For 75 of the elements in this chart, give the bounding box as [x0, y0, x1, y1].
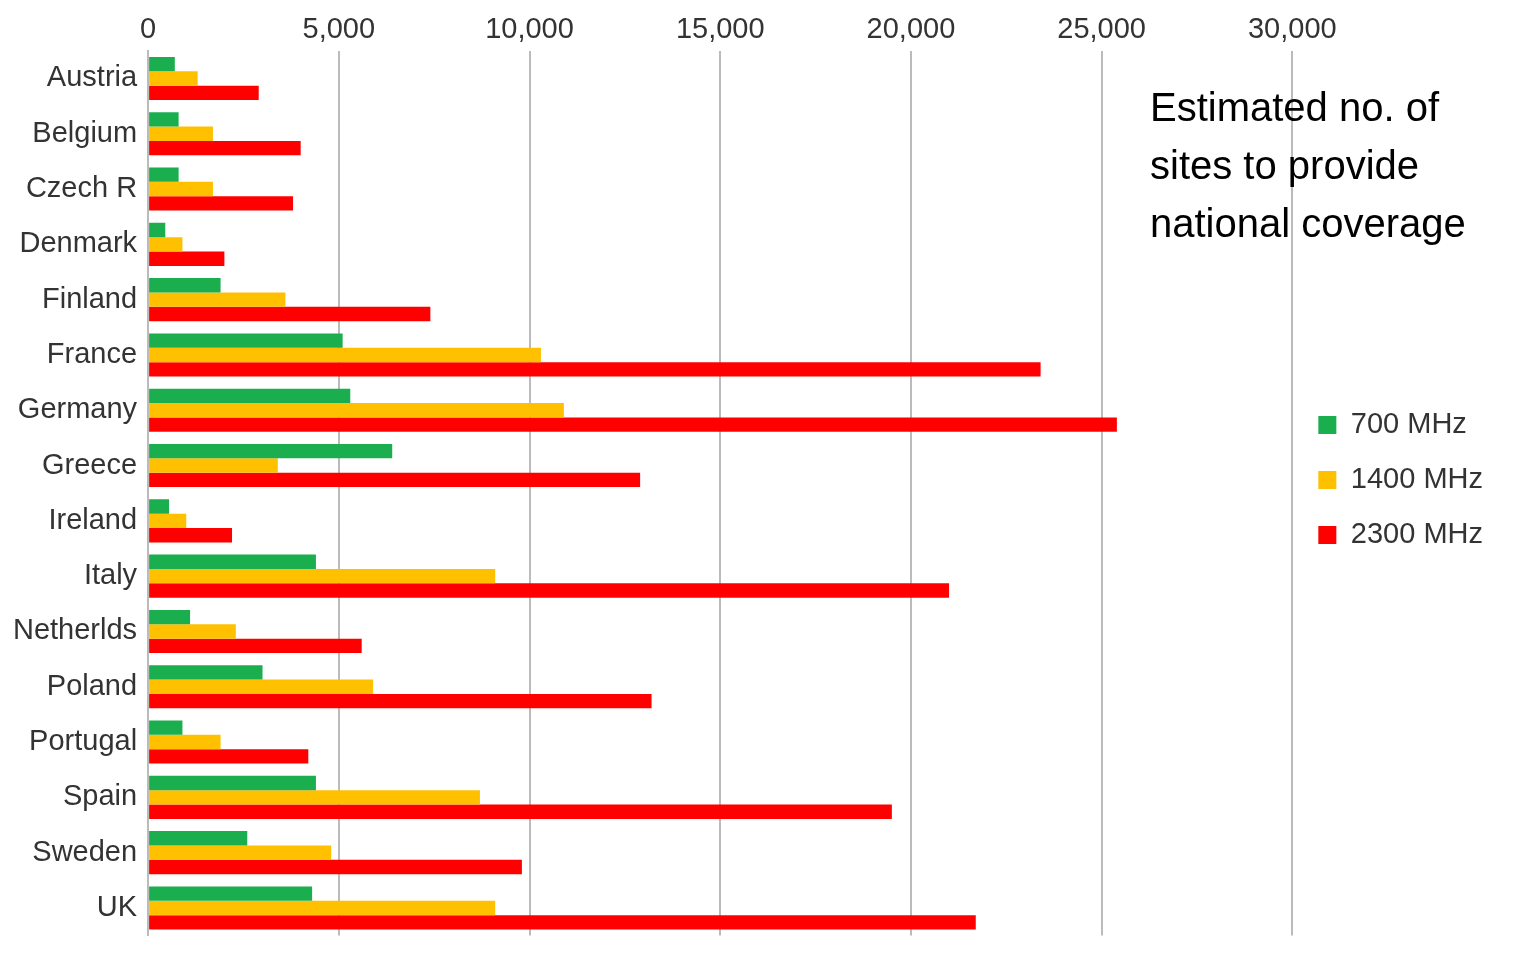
legend-label: 700 MHz	[1350, 407, 1467, 439]
bar	[149, 126, 213, 141]
bar	[149, 388, 351, 404]
bar	[149, 720, 183, 735]
bar	[149, 443, 393, 459]
bar	[149, 56, 175, 72]
bar	[149, 403, 564, 418]
x-tick-label: 5,000	[302, 12, 376, 45]
bar	[149, 568, 496, 584]
x-tick-label: 10,000	[485, 12, 574, 45]
y-tick-label: Portugal	[29, 724, 138, 757]
bar	[149, 140, 301, 156]
y-tick-label: Sweden	[32, 834, 138, 867]
bar	[149, 665, 263, 680]
y-tick-label: Germany	[17, 392, 138, 425]
legend-label: 2300 MHz	[1350, 517, 1483, 549]
bar	[149, 734, 221, 750]
bar	[149, 624, 236, 639]
bar	[149, 181, 213, 197]
bar	[149, 693, 652, 709]
x-tick-label: 30,000	[1247, 12, 1337, 45]
bar	[149, 638, 362, 654]
bar	[149, 749, 309, 764]
bar	[149, 333, 343, 348]
y-tick-label: Ireland	[48, 502, 138, 535]
bar	[149, 71, 198, 86]
bar	[149, 362, 1041, 377]
bar	[149, 85, 259, 101]
y-tick-label: Spain	[62, 779, 138, 812]
x-tick-label: 15,000	[675, 12, 765, 45]
y-tick-label: Poland	[46, 668, 138, 701]
bar	[149, 513, 187, 529]
bar	[149, 112, 179, 127]
bar	[149, 458, 278, 473]
y-tick-label: Netherlds	[12, 613, 138, 646]
y-tick-label: Austria	[46, 60, 138, 93]
y-tick-label: Belgium	[32, 115, 138, 148]
bar	[149, 679, 374, 694]
bar	[149, 583, 950, 598]
bar	[149, 167, 179, 182]
x-tick-label: 25,000	[1057, 12, 1146, 45]
bar	[149, 790, 480, 805]
bar	[149, 886, 313, 901]
bar	[149, 845, 332, 860]
x-tick-label: 0	[140, 12, 157, 45]
bar	[149, 306, 431, 322]
y-tick-label: Denmark	[19, 226, 138, 259]
bar	[149, 196, 294, 211]
bar	[149, 831, 248, 846]
bar	[149, 251, 225, 266]
bar	[149, 278, 221, 293]
x-tick-label: 20,000	[866, 12, 956, 45]
y-tick-label: Greece	[42, 447, 138, 480]
bar	[149, 804, 892, 819]
bar	[149, 528, 233, 543]
y-tick-label: Czech R	[25, 171, 138, 204]
y-tick-label: Italy	[83, 558, 138, 591]
bar	[149, 237, 183, 252]
bar	[149, 859, 522, 875]
bar	[149, 499, 170, 514]
y-tick-label: France	[46, 336, 138, 369]
bar	[149, 609, 191, 625]
bar	[149, 292, 286, 307]
bar	[149, 472, 641, 488]
bar	[149, 347, 541, 363]
bar	[149, 775, 316, 791]
y-tick-label: UK	[96, 889, 138, 922]
text: Estimated no. of sites to provide national coverage	[1150, 84, 1467, 247]
bar	[149, 222, 166, 238]
bar	[149, 554, 316, 569]
bar	[149, 417, 1117, 432]
bar	[149, 900, 496, 916]
y-tick-label: Finland	[41, 281, 138, 314]
bar	[149, 915, 976, 930]
legend-label: 1400 MHz	[1350, 462, 1483, 494]
